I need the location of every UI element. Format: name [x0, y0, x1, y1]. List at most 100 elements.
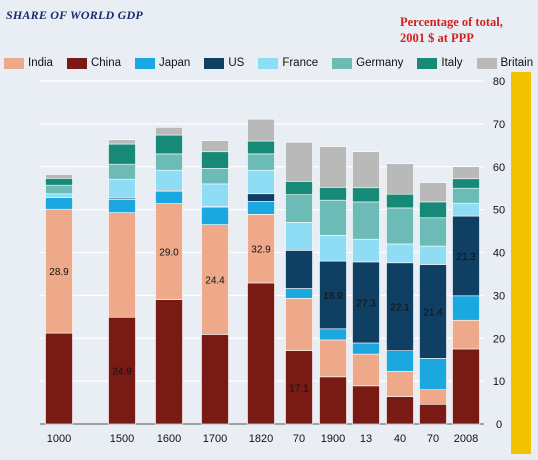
bar-segment-us-4 — [247, 193, 275, 202]
data-label-10: 21.3 — [456, 252, 476, 263]
bar-segment-india-10 — [452, 319, 480, 350]
bar-segment-italy-6 — [319, 187, 347, 201]
data-label-6: 18.9 — [323, 291, 343, 302]
legend-item-japan: Japan — [135, 57, 190, 69]
bar-segment-japan-9 — [419, 358, 447, 390]
bar-segment-japan-1 — [108, 199, 136, 213]
x-tick-label-2: 1600 — [157, 433, 181, 445]
y-tick-label-0: 0 — [496, 419, 502, 431]
legend-label-italy: Italy — [441, 57, 463, 69]
bar-segment-italy-5 — [285, 181, 313, 195]
bar-segment-germany-10 — [452, 187, 480, 204]
x-tick-label-5: 70 — [293, 433, 305, 445]
highlight-bar — [511, 72, 531, 454]
legend-item-us: US — [204, 57, 244, 69]
bar-segment-germany-5 — [285, 194, 313, 223]
bar-segment-china-6 — [319, 376, 347, 425]
bar-segment-italy-1 — [108, 143, 136, 165]
legend-swatch-japan — [135, 57, 155, 69]
bar-segment-japan-0 — [45, 197, 73, 210]
bar-segment-france-4 — [247, 169, 275, 195]
data-label-9: 21.4 — [423, 307, 443, 318]
bar-segment-germany-8 — [386, 207, 414, 245]
y-tick-label-30: 30 — [493, 290, 505, 302]
y-tick-label-40: 40 — [493, 248, 505, 260]
legend-item-italy: Italy — [417, 57, 463, 69]
bar-segment-india-0 — [45, 208, 73, 334]
bar-segment-india-8 — [386, 370, 414, 397]
bar-segment-japan-2 — [155, 190, 183, 204]
bar-segment-italy-7 — [352, 187, 380, 203]
data-label-1: 24.9 — [112, 367, 132, 378]
bar-segment-india-3 — [201, 224, 229, 335]
x-tick-label-4: 1820 — [249, 433, 273, 445]
bar-segment-india-9 — [419, 389, 447, 405]
bar-segment-italy-2 — [155, 134, 183, 155]
data-label-3: 24.4 — [205, 276, 225, 287]
legend-item-china: China — [66, 57, 121, 69]
bar-segment-britain-5 — [285, 142, 313, 182]
data-label-7: 27.3 — [356, 298, 376, 309]
bar-segment-france-1 — [108, 178, 136, 199]
data-label-8: 22.1 — [390, 303, 410, 314]
bar-segment-italy-9 — [419, 201, 447, 219]
bar-segment-us-7 — [352, 261, 380, 344]
bar-segment-japan-5 — [285, 288, 313, 299]
legend-swatch-france — [258, 57, 279, 69]
bar-segment-japan-8 — [386, 350, 414, 372]
legend-swatch-britain — [476, 57, 497, 69]
bar-segment-italy-3 — [201, 151, 229, 169]
bar-segment-britain-4 — [247, 118, 275, 142]
bar-segment-us-10 — [452, 215, 480, 297]
bar-segment-germany-2 — [155, 153, 183, 171]
bar-segment-china-2 — [155, 299, 183, 425]
bar-segment-japan-4 — [247, 201, 275, 215]
legend-label-us: US — [228, 57, 245, 69]
bar-segment-germany-9 — [419, 217, 447, 247]
bar-segment-france-10 — [452, 202, 480, 217]
bar-segment-germany-0 — [45, 184, 73, 195]
bar-segment-france-3 — [201, 183, 229, 207]
bar-segment-france-8 — [386, 243, 414, 264]
bar-segment-britain-9 — [419, 182, 447, 203]
subtitle-line-2: 2001 $ at PPP — [400, 31, 474, 45]
y-tick-label-80: 80 — [493, 76, 505, 88]
legend-swatch-us — [204, 57, 225, 69]
bar-segment-britain-1 — [108, 139, 136, 145]
chart-subtitle: Percentage of total, 2001 $ at PPP — [400, 14, 516, 46]
bar-segment-china-4 — [247, 282, 275, 425]
x-tick-label-8: 40 — [394, 433, 406, 445]
x-tick-label-6: 1900 — [321, 433, 345, 445]
x-tick-label-9: 70 — [427, 433, 439, 445]
bar-segment-italy-4 — [247, 140, 275, 155]
bar-segment-britain-7 — [352, 151, 380, 189]
bar-segment-india-6 — [319, 339, 347, 378]
bar-segment-germany-6 — [319, 199, 347, 236]
bar-segment-italy-0 — [45, 178, 73, 186]
legend-label-germany: Germany — [356, 57, 404, 69]
bar-segment-germany-4 — [247, 153, 275, 171]
bar-segment-china-1 — [108, 316, 136, 425]
bar-segment-china-5 — [285, 350, 313, 425]
y-tick-label-10: 10 — [493, 376, 505, 388]
bar-segment-italy-10 — [452, 178, 480, 189]
bar-segment-us-8 — [386, 262, 414, 351]
y-tick-label-20: 20 — [493, 333, 505, 345]
legend-item-france: France — [258, 57, 318, 69]
bar-segment-germany-3 — [201, 168, 229, 185]
bar-segment-china-3 — [201, 334, 229, 425]
legend-swatch-india — [4, 57, 24, 69]
legend-swatch-germany — [332, 57, 353, 69]
x-tick-label-0: 1000 — [47, 433, 71, 445]
data-label-0: 28.9 — [49, 267, 69, 278]
bar-segment-china-9 — [419, 403, 447, 425]
bar-segment-china-10 — [452, 348, 480, 425]
bar-segment-france-2 — [155, 169, 183, 191]
legend-label-france: France — [282, 57, 319, 69]
bar-segment-germany-7 — [352, 201, 380, 240]
bar-segment-india-7 — [352, 353, 380, 387]
bar-segment-britain-2 — [155, 127, 183, 136]
bar-segment-india-1 — [108, 212, 136, 318]
bar-segment-us-6 — [319, 260, 347, 330]
